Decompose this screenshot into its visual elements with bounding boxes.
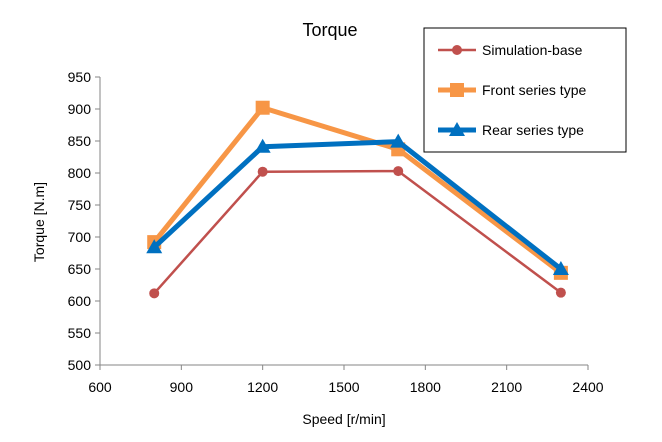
legend: Simulation-base Front series type Rear ser… xyxy=(423,27,627,153)
data-point xyxy=(255,100,270,115)
data-point xyxy=(257,166,268,177)
y-tick-label: 600 xyxy=(68,293,92,309)
x-tick-label: 1200 xyxy=(247,379,278,395)
x-tick-label: 1500 xyxy=(328,379,359,395)
chart-title: Torque xyxy=(302,20,357,40)
y-tick-label: 700 xyxy=(68,229,92,245)
series-layer xyxy=(146,100,569,299)
y-tick-label: 800 xyxy=(68,165,92,181)
x-ticks: 600 900 1200 1500 1800 2100 2400 xyxy=(88,365,604,395)
y-tick-label: 500 xyxy=(68,357,92,373)
series-rear-series-type xyxy=(146,133,569,275)
x-axis-label: Speed [r/min] xyxy=(302,411,385,427)
y-tick-label: 900 xyxy=(68,101,92,117)
data-point xyxy=(254,138,271,153)
series-line xyxy=(152,105,563,275)
legend-item: Rear series type xyxy=(438,122,584,138)
x-tick-label: 1800 xyxy=(410,379,441,395)
legend-marker xyxy=(450,83,464,97)
series-line xyxy=(152,139,563,271)
x-tick-label: 2400 xyxy=(572,379,603,395)
data-point xyxy=(555,287,566,298)
y-tick-label: 750 xyxy=(68,197,92,213)
y-tick-label: 950 xyxy=(68,69,92,85)
legend-label: Simulation-base xyxy=(482,42,583,58)
y-tick-label: 550 xyxy=(68,325,92,341)
data-point xyxy=(393,166,404,177)
data-point xyxy=(552,261,569,275)
data-point xyxy=(149,288,160,299)
y-tick-label: 650 xyxy=(68,261,92,277)
y-ticks: 500 550 600 650 700 750 800 850 900 950 xyxy=(68,69,100,373)
series-simulation-base xyxy=(149,166,566,299)
y-tick-label: 850 xyxy=(68,133,92,149)
legend-item: Simulation-base xyxy=(438,42,583,58)
series-line xyxy=(153,169,562,295)
x-tick-label: 900 xyxy=(170,379,194,395)
legend-label: Rear series type xyxy=(482,122,584,138)
legend-marker xyxy=(449,122,465,136)
legend-marker xyxy=(452,45,462,55)
legend-item: Front series type xyxy=(438,82,586,98)
legend-label: Front series type xyxy=(482,82,586,98)
data-point xyxy=(146,239,163,254)
data-point xyxy=(390,133,407,148)
x-tick-label: 2100 xyxy=(491,379,522,395)
x-tick-label: 600 xyxy=(88,379,112,395)
y-axis-label: Torque [N.m] xyxy=(31,182,47,262)
